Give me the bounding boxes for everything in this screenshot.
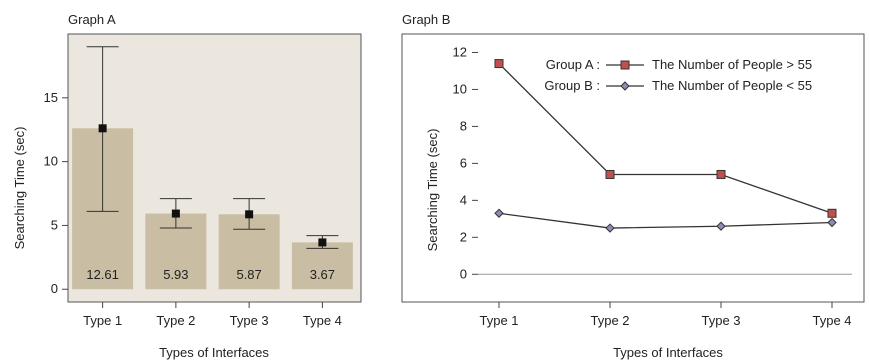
bar-value-label: 12.61 — [86, 267, 119, 282]
bar-value-label: 5.87 — [236, 267, 261, 282]
x-tick-label: Type 2 — [590, 313, 629, 328]
y-tick-label: 10 — [453, 81, 467, 96]
y-tick-label: 10 — [44, 154, 58, 169]
legend-series-desc: The Number of People < 55 — [652, 78, 812, 93]
y-tick-label: 15 — [44, 90, 58, 105]
y-tick-label: 5 — [51, 217, 58, 232]
legend-series-desc: The Number of People > 55 — [652, 57, 812, 72]
graph-b-plot-area — [401, 33, 865, 303]
legend-group-label: Group A : — [546, 57, 600, 72]
data-point — [605, 169, 615, 179]
series-line — [498, 63, 833, 214]
x-tick-label: Type 4 — [303, 313, 342, 328]
y-tick-label: 2 — [460, 229, 467, 244]
graph-a-x-axis: Type 1 Type 2 Type 3 Type 4 — [83, 302, 342, 328]
y-tick-label: 8 — [460, 118, 467, 133]
data-point — [716, 221, 726, 231]
data-point — [716, 169, 726, 179]
x-tick-label: Type 4 — [812, 313, 851, 328]
y-tick-label: 0 — [51, 281, 58, 296]
x-tick-label: Type 2 — [156, 313, 195, 328]
legend-marker — [620, 81, 630, 91]
graph-b-x-label: Types of Interfaces — [613, 345, 723, 360]
x-tick-label: Type 1 — [479, 313, 518, 328]
graph-a-y-axis: 0 5 10 15 — [44, 90, 68, 296]
data-point — [827, 217, 837, 228]
graph-b-y-axis: 0 2 4 6 8 10 12 — [453, 44, 852, 281]
graph-b-title: Graph B — [402, 12, 450, 27]
graph-b-legend: Group A : The Number of People > 55 Group … — [544, 57, 812, 93]
graph-b-y-label: Searching Time (sec) — [425, 129, 440, 252]
bar — [291, 242, 353, 290]
x-tick-label: Type 3 — [230, 313, 269, 328]
graph-b-series — [494, 59, 837, 233]
y-tick-label: 12 — [453, 44, 467, 59]
mean-marker — [98, 124, 107, 133]
graph-a-y-label: Searching Time (sec) — [12, 127, 27, 250]
mean-marker — [245, 210, 254, 219]
graph-a-bars: 12.61 5.93 5.87 3.67 — [72, 46, 353, 290]
data-point — [494, 208, 504, 218]
x-tick-label: Type 3 — [701, 313, 740, 328]
data-point — [827, 208, 837, 218]
mean-marker — [171, 209, 180, 218]
series-line — [498, 212, 833, 229]
mean-marker — [318, 238, 327, 247]
bar-value-label: 5.93 — [163, 267, 188, 282]
legend-group-label: Group B : — [544, 78, 600, 93]
bar-value-label: 3.67 — [310, 267, 335, 282]
graph-b-x-axis: Type 1 Type 2 Type 3 Type 4 — [479, 302, 852, 328]
legend-marker — [620, 60, 630, 70]
graph-a-title: Graph A — [68, 12, 116, 27]
data-point — [605, 223, 615, 233]
y-tick-label: 0 — [460, 266, 467, 281]
x-tick-label: Type 1 — [83, 313, 122, 328]
graph-a-x-label: Types of Interfaces — [159, 345, 269, 360]
y-tick-label: 6 — [460, 155, 467, 170]
data-point — [494, 59, 504, 69]
y-tick-label: 4 — [460, 192, 467, 207]
